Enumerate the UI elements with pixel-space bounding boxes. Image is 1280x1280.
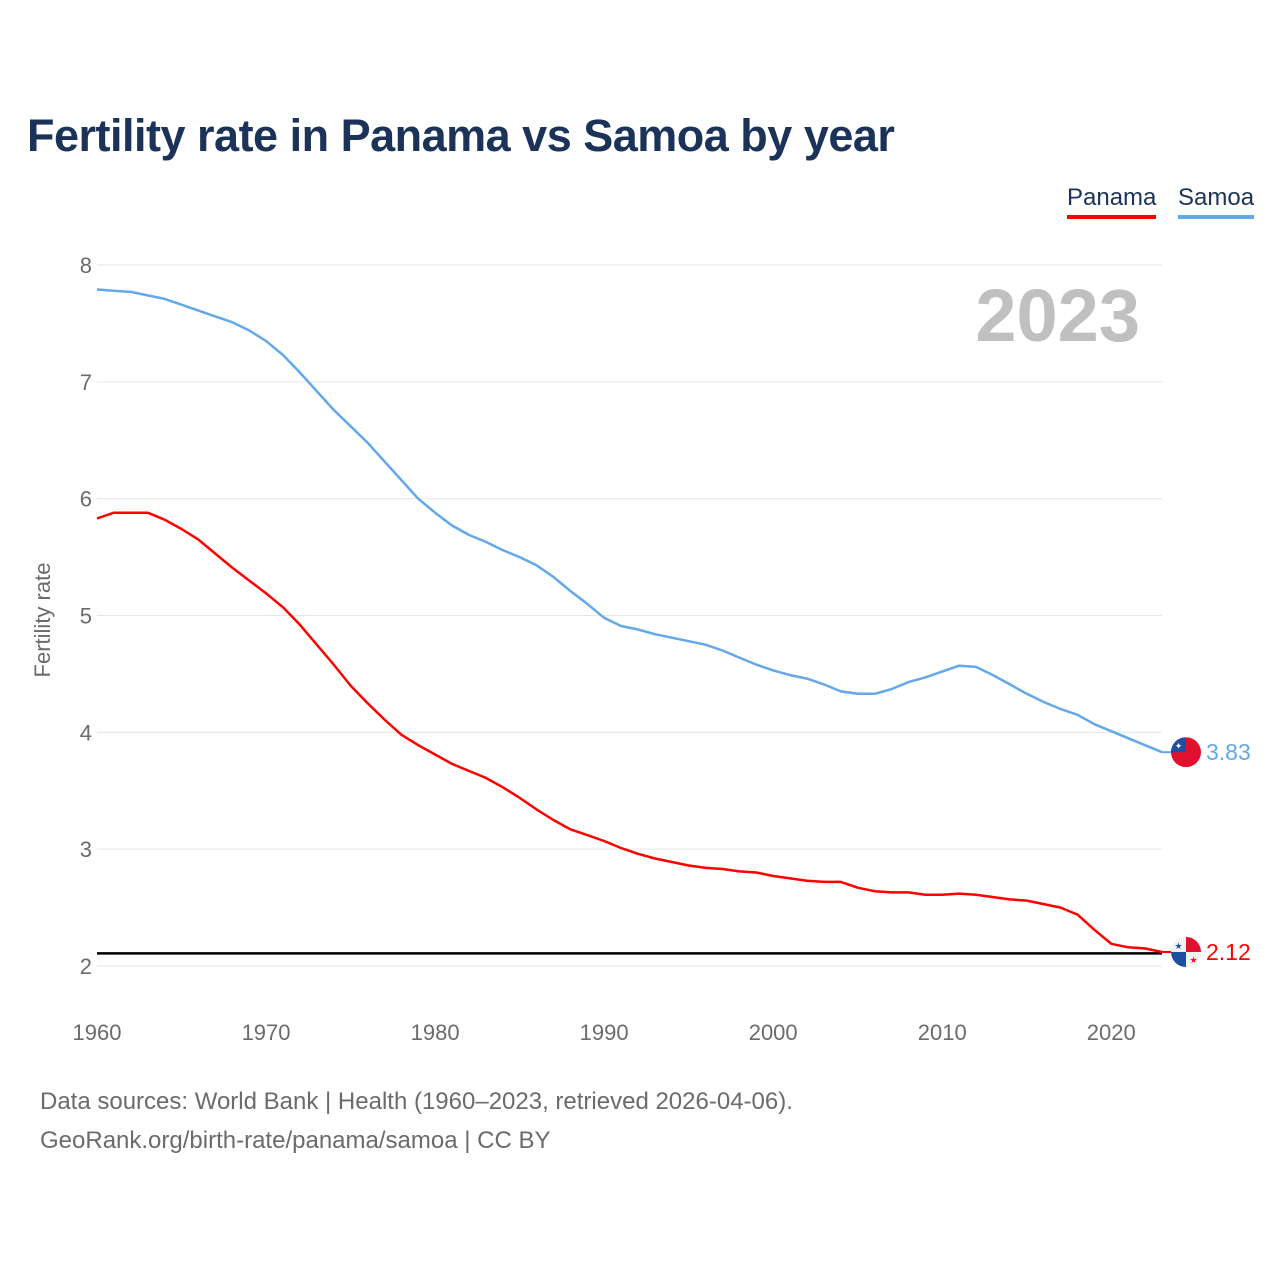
y-tick-label: 8 (80, 253, 92, 278)
svg-text:✦: ✦ (1175, 741, 1183, 751)
legend-samoa[interactable]: Samoa (1178, 184, 1255, 219)
y-tick-label: 7 (80, 370, 92, 395)
year-watermark: 2023 (975, 274, 1140, 357)
x-tick-label: 1990 (580, 1020, 629, 1045)
svg-text:★: ★ (1189, 955, 1197, 965)
x-tick-label: 2000 (749, 1020, 798, 1045)
source-link[interactable]: GeoRank.org/birth-rate/panama/samoa | CC… (40, 1127, 551, 1154)
series-line-samoa (96, 288, 1163, 754)
y-tick-label: 4 (80, 720, 92, 745)
x-tick-label: 2020 (1087, 1020, 1136, 1045)
series-line-panama (96, 511, 1163, 954)
chart-title: Fertility rate in Panama vs Samoa by yea… (27, 110, 895, 161)
y-tick-label: 6 (80, 487, 92, 512)
y-tick-label: 3 (80, 837, 92, 862)
x-tick-label: 2010 (918, 1020, 967, 1045)
samoa-flag-icon: ✦ (1171, 737, 1201, 768)
end-value-label-panama: 2.12 (1206, 939, 1251, 965)
y-axis-label: Fertility rate (30, 563, 55, 678)
svg-text:★: ★ (1174, 941, 1182, 951)
legend-panama[interactable]: Panama (1067, 184, 1157, 219)
y-tick-label: 2 (80, 954, 92, 979)
end-value-label-samoa: 3.83 (1206, 739, 1251, 765)
panama-flag-icon: ★★ (1171, 936, 1201, 967)
x-tick-label: 1960 (73, 1020, 122, 1045)
y-tick-label: 5 (80, 604, 92, 629)
x-tick-label: 1980 (411, 1020, 460, 1045)
source-note: Data sources: World Bank | Health (1960–… (40, 1088, 793, 1115)
x-tick-label: 1970 (242, 1020, 291, 1045)
